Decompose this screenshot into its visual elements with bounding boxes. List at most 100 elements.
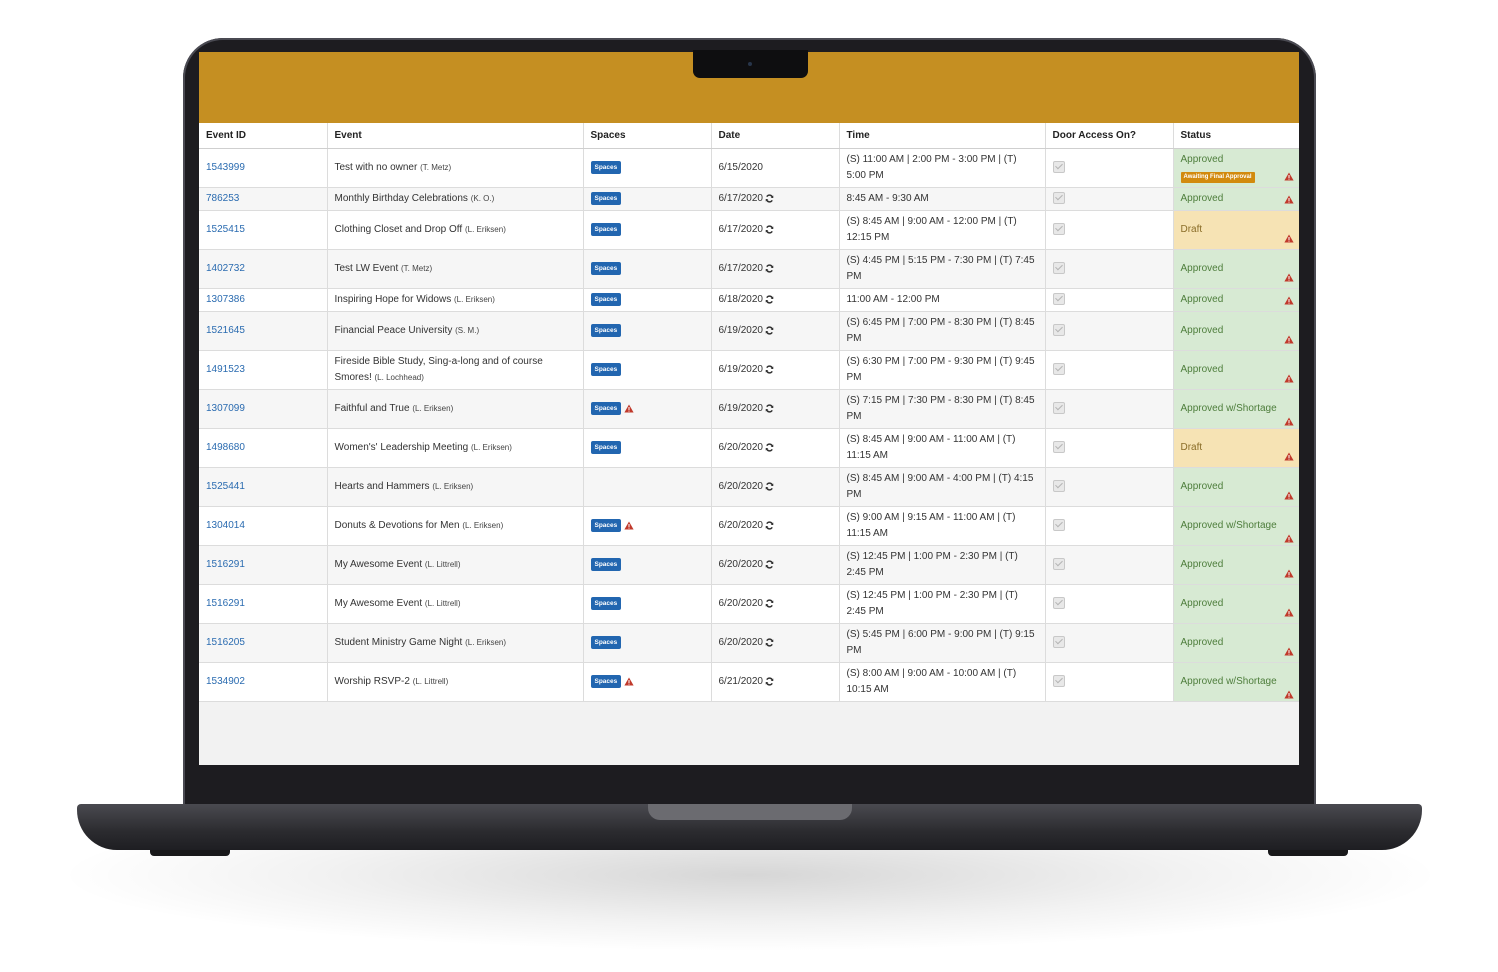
spaces-button[interactable]: Spaces (590, 596, 622, 610)
spaces-button[interactable]: Spaces (590, 160, 622, 174)
status-text: Draft (1180, 224, 1203, 235)
date-cell: 6/20/2020 (711, 584, 840, 624)
table-row[interactable]: 1307099 Faithful and True (L. Eriksen) Spa… (199, 389, 1299, 429)
door-access-checkbox[interactable] (1052, 324, 1065, 337)
door-access-checkbox[interactable] (1052, 161, 1065, 174)
event-name: Monthly Birthday Celebrations (334, 193, 468, 204)
column-header[interactable]: Event ID (199, 123, 328, 149)
event-id-link[interactable]: 1491523 (206, 364, 245, 375)
table-row[interactable]: 1307386 Inspiring Hope for Widows (L. Eri… (199, 288, 1299, 312)
event-date: 6/19/2020 (718, 325, 764, 336)
status-cell: Approved (1173, 623, 1299, 663)
table-row[interactable]: 1525441 Hearts and Hammers (L. Eriksen) 6/… (199, 467, 1299, 507)
laptop-foot-right (1268, 850, 1348, 856)
status-cell: Approved (1173, 249, 1299, 289)
table-row[interactable]: 1516291 My Awesome Event (L. Littrell) Spa… (199, 545, 1299, 585)
table-row[interactable]: 1525415 Clothing Closet and Drop Off (L. … (199, 210, 1299, 250)
event-name: Fireside Bible Study, Sing-a-long and of… (334, 356, 543, 383)
spaces-button[interactable]: Spaces (590, 292, 622, 306)
event-id-link[interactable]: 1498680 (206, 442, 245, 453)
event-id-link[interactable]: 1525441 (206, 481, 245, 492)
door-access-checkbox[interactable] (1052, 293, 1065, 306)
event-id-link[interactable]: 1534902 (206, 676, 245, 687)
time-cell: (S) 4:45 PM | 5:15 PM - 7:30 PM | (T) 7:… (839, 249, 1046, 289)
spaces-cell: Spaces (583, 506, 712, 546)
spaces-button[interactable]: Spaces (590, 635, 622, 649)
table-row[interactable]: 1543999 Test with no owner (T. Metz) Space… (199, 148, 1299, 188)
door-access-checkbox[interactable] (1052, 402, 1065, 415)
event-date: 6/20/2020 (718, 637, 764, 648)
table-row[interactable]: 786253 Monthly Birthday Celebrations (K. … (199, 187, 1299, 211)
recurring-icon (765, 638, 774, 647)
event-contact: (L. Littrell) (424, 599, 461, 608)
event-date: 6/20/2020 (718, 442, 764, 453)
event-name-cell: Women's' Leadership Meeting (L. Eriksen) (327, 428, 584, 468)
event-id-link[interactable]: 1304014 (206, 520, 245, 531)
recurring-icon (765, 194, 774, 203)
event-id-cell: 1498680 (199, 428, 328, 468)
table-row[interactable]: 1491523 Fireside Bible Study, Sing-a-long… (199, 350, 1299, 390)
door-access-checkbox[interactable] (1052, 519, 1065, 532)
status-text: Approved (1180, 325, 1224, 336)
time-cell: (S) 8:45 AM | 9:00 AM - 12:00 PM | (T) 1… (839, 210, 1046, 250)
status-warning-icon (1283, 234, 1294, 243)
spaces-button[interactable]: Spaces (590, 518, 622, 532)
event-id-link[interactable]: 1543999 (206, 162, 245, 173)
event-id-link[interactable]: 1307099 (206, 403, 245, 414)
spaces-button[interactable]: Spaces (590, 222, 622, 236)
event-id-link[interactable]: 1521645 (206, 325, 245, 336)
recurring-icon (765, 560, 774, 569)
table-row[interactable]: 1521645 Financial Peace University (S. M.… (199, 311, 1299, 351)
table-row[interactable]: 1498680 Women's' Leadership Meeting (L. E… (199, 428, 1299, 468)
door-access-checkbox[interactable] (1052, 636, 1065, 649)
event-id-link[interactable]: 1516291 (206, 559, 245, 570)
event-id-cell: 1516205 (199, 623, 328, 663)
spaces-cell: Spaces (583, 389, 712, 429)
column-header[interactable]: Event (327, 123, 584, 149)
event-id-link[interactable]: 1307386 (206, 294, 245, 305)
door-access-checkbox[interactable] (1052, 558, 1065, 571)
column-header[interactable]: Door Access On? (1045, 123, 1174, 149)
door-access-cell (1045, 623, 1174, 663)
table-row[interactable]: 1402732 Test LW Event (T. Metz) Spaces 6/17… (199, 249, 1299, 289)
event-name-cell: Financial Peace University (S. M.) (327, 311, 584, 351)
spaces-button[interactable]: Spaces (590, 674, 622, 688)
column-header[interactable]: Status (1173, 123, 1299, 149)
column-header[interactable]: Spaces (583, 123, 712, 149)
spaces-button[interactable]: Spaces (590, 557, 622, 571)
table-row[interactable]: 1534902 Worship RSVP-2 (L. Littrell) Space… (199, 662, 1299, 702)
spaces-button[interactable]: Spaces (590, 323, 622, 337)
spaces-button[interactable]: Spaces (590, 261, 622, 275)
recurring-icon (765, 482, 774, 491)
door-access-checkbox[interactable] (1052, 363, 1065, 376)
status-warning-icon (1283, 172, 1294, 181)
door-access-checkbox[interactable] (1052, 597, 1065, 610)
event-id-link[interactable]: 1516291 (206, 598, 245, 609)
column-header[interactable]: Time (839, 123, 1046, 149)
event-id-cell: 1521645 (199, 311, 328, 351)
event-id-link[interactable]: 1525415 (206, 224, 245, 235)
door-access-cell (1045, 148, 1174, 188)
recurring-icon (765, 225, 774, 234)
event-contact: (L. Eriksen) (454, 295, 495, 304)
column-header[interactable]: Date (711, 123, 840, 149)
door-access-cell (1045, 662, 1174, 702)
door-access-checkbox[interactable] (1052, 480, 1065, 493)
door-access-checkbox[interactable] (1052, 262, 1065, 275)
spaces-cell: Spaces (583, 148, 712, 188)
door-access-checkbox[interactable] (1052, 192, 1065, 205)
status-warning-icon (1283, 647, 1294, 656)
spaces-button[interactable]: Spaces (590, 191, 622, 205)
spaces-button[interactable]: Spaces (590, 440, 622, 454)
spaces-button[interactable]: Spaces (590, 401, 622, 415)
event-id-link[interactable]: 1402732 (206, 263, 245, 274)
door-access-checkbox[interactable] (1052, 675, 1065, 688)
table-row[interactable]: 1304014 Donuts & Devotions for Men (L. Er… (199, 506, 1299, 546)
event-id-link[interactable]: 786253 (206, 193, 240, 204)
table-row[interactable]: 1516291 My Awesome Event (L. Littrell) Spa… (199, 584, 1299, 624)
door-access-checkbox[interactable] (1052, 441, 1065, 454)
door-access-checkbox[interactable] (1052, 223, 1065, 236)
spaces-button[interactable]: Spaces (590, 362, 622, 376)
event-id-link[interactable]: 1516205 (206, 637, 245, 648)
table-row[interactable]: 1516205 Student Ministry Game Night (L. E… (199, 623, 1299, 663)
